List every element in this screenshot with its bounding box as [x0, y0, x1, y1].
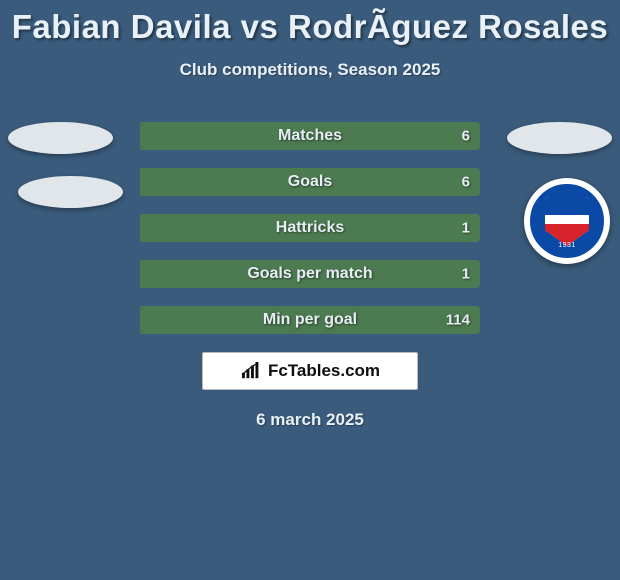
bar-label: Matches — [278, 127, 342, 145]
crest-year: 1931 — [558, 242, 576, 249]
bar-label: Goals — [288, 173, 332, 191]
player-right-badge-1 — [507, 122, 612, 154]
bar-row: Goals per match 1 — [140, 260, 480, 288]
bar-value-right: 6 — [462, 128, 470, 145]
crest-shield-mid — [545, 215, 589, 224]
brand-chart-icon — [240, 362, 262, 380]
brand-text: FcTables.com — [268, 361, 380, 381]
club-crest: 1931 — [524, 178, 610, 264]
bar-value-right: 1 — [462, 266, 470, 283]
bar-label: Hattricks — [276, 219, 344, 237]
bar-row: Hattricks 1 — [140, 214, 480, 242]
bar-row: Min per goal 114 — [140, 306, 480, 334]
bar-value-right: 6 — [462, 174, 470, 191]
bar-value-right: 114 — [446, 312, 470, 329]
crest-shield — [545, 196, 589, 246]
date-label: 6 march 2025 — [0, 410, 620, 430]
page-title: Fabian Davila vs RodrÃ­guez Rosales — [0, 0, 620, 46]
comparison-bars: Matches 6 Goals 6 Hattricks 1 Goals per match 1… — [140, 122, 480, 334]
page-root: Fabian Davila vs RodrÃ­guez Rosales Club… — [0, 0, 620, 580]
bar-label: Min per goal — [263, 311, 357, 329]
brand-box: FcTables.com — [202, 352, 418, 390]
bar-value-right: 1 — [462, 220, 470, 237]
player-left-badge-2 — [18, 176, 123, 208]
bar-row: Matches 6 — [140, 122, 480, 150]
page-subtitle: Club competitions, Season 2025 — [0, 60, 620, 80]
crest-ring: 1931 — [530, 184, 604, 258]
player-left-badge-1 — [8, 122, 113, 154]
bar-label: Goals per match — [247, 265, 372, 283]
bar-row: Goals 6 — [140, 168, 480, 196]
